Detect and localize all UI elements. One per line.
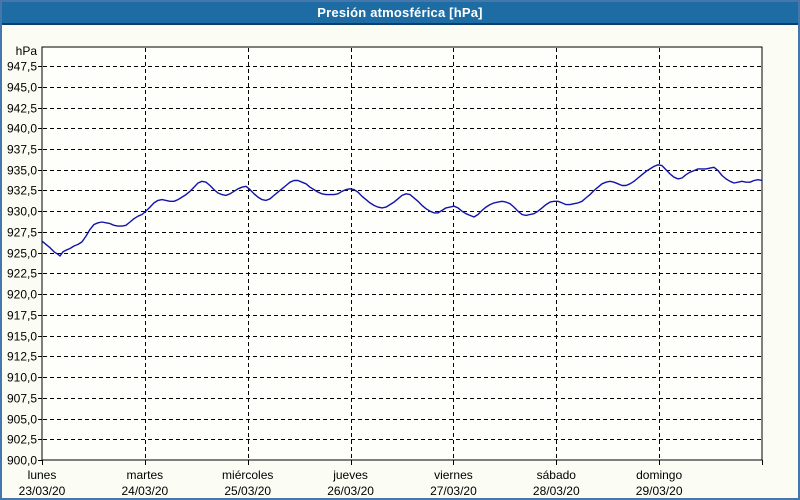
- x-axis-label-weekday: miércoles: [222, 468, 273, 482]
- y-axis-label: 937,5: [7, 143, 37, 157]
- y-axis-label: 930,0: [7, 205, 37, 219]
- y-axis-label: 912,5: [7, 350, 37, 364]
- y-axis-label: 910,0: [7, 371, 37, 385]
- y-axis-label: 907,5: [7, 392, 37, 406]
- x-axis-label-date: 28/03/20: [533, 484, 580, 498]
- y-axis-label: 940,0: [7, 122, 37, 136]
- x-axis-label-weekday: lunes: [28, 468, 57, 482]
- x-axis-label-date: 23/03/20: [19, 484, 66, 498]
- y-axis-label: 942,5: [7, 102, 37, 116]
- y-axis-label: 900,0: [7, 454, 37, 468]
- y-axis-label: 932,5: [7, 184, 37, 198]
- y-axis-label: 920,0: [7, 288, 37, 302]
- y-axis-label: 927,5: [7, 226, 37, 240]
- x-axis-label-date: 25/03/20: [224, 484, 271, 498]
- x-axis-label-date: 24/03/20: [121, 484, 168, 498]
- pressure-line: [41, 164, 763, 257]
- x-axis-label-date: 27/03/20: [430, 484, 477, 498]
- y-axis-label: 945,0: [7, 81, 37, 95]
- y-axis-unit-label: hPa: [16, 44, 38, 58]
- chart-area: 947,5 945,0 942,5 940,0 937,5 935,0 932,5 930,0…: [2, 25, 798, 498]
- pressure-chart-svg: 947,5 945,0 942,5 940,0 937,5 935,0 932,5 930,0…: [7, 44, 763, 498]
- title-bar: Presión atmosférica [hPa]: [2, 2, 798, 25]
- x-axis-label-weekday: jueves: [332, 468, 368, 482]
- y-axis-label: 922,5: [7, 267, 37, 281]
- chart-title: Presión atmosférica [hPa]: [317, 5, 483, 20]
- y-axis-label: 935,0: [7, 164, 37, 178]
- x-axis-label-date: 29/03/20: [636, 484, 683, 498]
- x-axis-label-weekday: martes: [127, 468, 164, 482]
- y-axis-label: 947,5: [7, 60, 37, 74]
- x-axis-label-weekday: domingo: [636, 468, 682, 482]
- x-axis-label-date: 26/03/20: [327, 484, 374, 498]
- y-axis-label: 902,5: [7, 433, 37, 447]
- y-axis-label: 905,0: [7, 413, 37, 427]
- y-axis-label: 915,0: [7, 330, 37, 344]
- y-axis-label: 917,5: [7, 309, 37, 323]
- x-axis-label-weekday: sábado: [537, 468, 577, 482]
- x-axis-label-weekday: viernes: [434, 468, 473, 482]
- y-axis-label: 925,0: [7, 247, 37, 261]
